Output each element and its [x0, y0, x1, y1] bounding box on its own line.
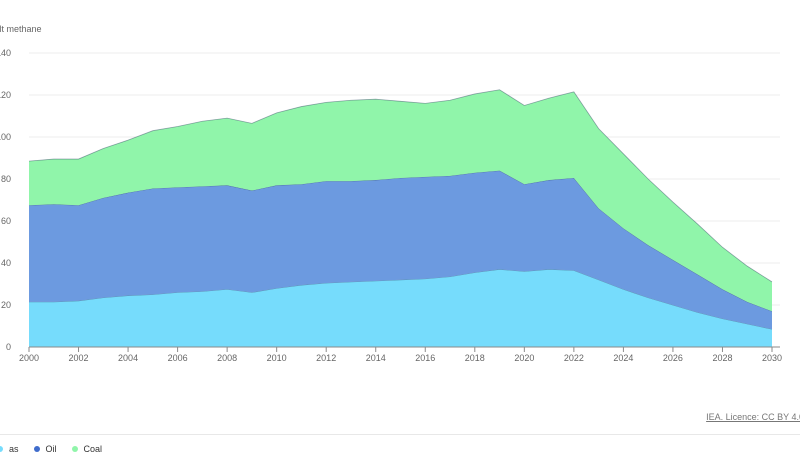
legend-dot [0, 446, 3, 452]
legend-dot [71, 446, 78, 452]
legend-dot [33, 446, 40, 452]
legend-item-oil[interactable]: Oil [33, 444, 57, 454]
x-tick-label: 2002 [69, 353, 89, 363]
y-tick-label: 100 [0, 132, 11, 142]
x-tick-label: 2016 [415, 353, 435, 363]
legend-label: Coal [83, 444, 103, 454]
y-tick-label: 20 [1, 300, 11, 310]
y-tick-label: 60 [1, 216, 11, 226]
x-tick-label: 2026 [663, 353, 683, 363]
x-tick-label: 2014 [366, 353, 386, 363]
x-tick-label: 2018 [465, 353, 485, 363]
y-tick-label: 120 [0, 90, 11, 100]
y-tick-label: 0 [6, 342, 11, 352]
area-gas [29, 269, 772, 347]
area-oil [29, 170, 772, 330]
x-tick-label: 2020 [514, 353, 534, 363]
legend-item-coal[interactable]: Coal [71, 444, 103, 454]
x-tick-label: 2030 [762, 353, 782, 363]
y-tick-label: 40 [1, 258, 11, 268]
x-tick-label: 2006 [168, 353, 188, 363]
x-tick-label: 2028 [712, 353, 732, 363]
axes: 0 20 40 60 80 100 120 140 2000 2002 2004 2006 2008 20… [0, 48, 782, 363]
area-coal [29, 89, 772, 312]
x-tick-label: 2012 [316, 353, 336, 363]
area-edge-coal [28, 89, 773, 283]
legend-divider [0, 434, 800, 435]
legend-label: as [9, 444, 19, 454]
x-tick-label: 2004 [118, 353, 138, 363]
legend-label: Oil [45, 444, 57, 454]
y-tick-label: 140 [0, 48, 11, 58]
x-tick-label: 2024 [613, 353, 633, 363]
y-tick-label: 80 [1, 174, 11, 184]
x-tick-label: 2022 [564, 353, 584, 363]
x-tick-label: 2010 [267, 353, 287, 363]
legend: as Oil Coal [0, 444, 117, 454]
area-series [28, 89, 773, 347]
x-tick-label: 2000 [19, 353, 39, 363]
legend-item-gas[interactable]: as [0, 444, 19, 454]
source-link[interactable]: IEA. Licence: CC BY 4.0 [706, 412, 800, 422]
y-axis-unit-label: Mt methane [0, 24, 42, 34]
x-tick-label: 2008 [217, 353, 237, 363]
